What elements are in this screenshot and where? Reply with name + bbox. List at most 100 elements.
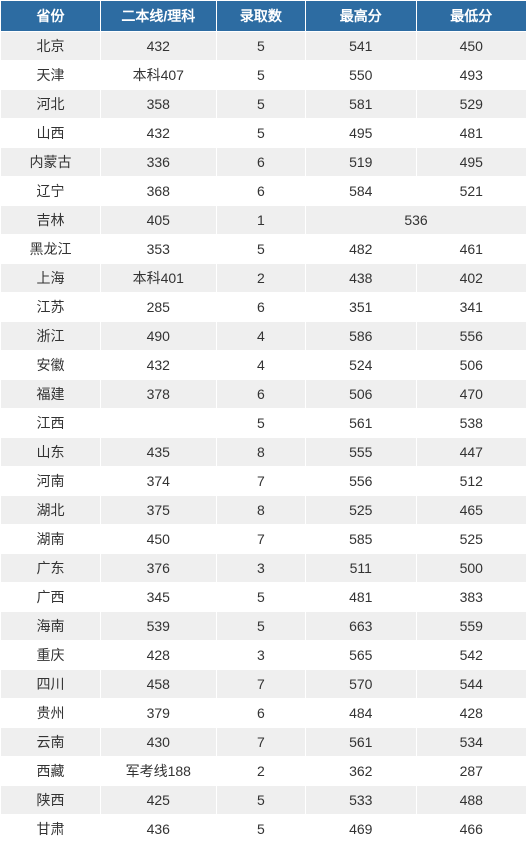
cell-province: 云南: [1, 728, 101, 757]
cell-line: 458: [100, 670, 216, 699]
admission-scores-table: 省份 二本线/理科 录取数 最高分 最低分 北京4325541450天津本科40…: [0, 0, 527, 844]
cell-high: 533: [306, 786, 416, 815]
table-row: 江苏2856351341: [1, 293, 527, 322]
cell-province: 北京: [1, 32, 101, 61]
cell-province: 湖北: [1, 496, 101, 525]
cell-low: 450: [416, 32, 526, 61]
table-row: 云南4307561534: [1, 728, 527, 757]
cell-high: 524: [306, 351, 416, 380]
table-row: 江西5561538: [1, 409, 527, 438]
cell-count: 5: [216, 612, 305, 641]
cell-count: 5: [216, 583, 305, 612]
table-row: 重庆4283565542: [1, 641, 527, 670]
cell-province: 陕西: [1, 786, 101, 815]
header-low: 最低分: [416, 1, 526, 32]
table-row: 黑龙江3535482461: [1, 235, 527, 264]
table-row: 贵州3796484428: [1, 699, 527, 728]
cell-line: 430: [100, 728, 216, 757]
cell-province: 上海: [1, 264, 101, 293]
cell-high: 541: [306, 32, 416, 61]
cell-province: 广西: [1, 583, 101, 612]
cell-province: 内蒙古: [1, 148, 101, 177]
cell-line: 432: [100, 32, 216, 61]
cell-merged-score: 536: [306, 206, 527, 235]
cell-count: 5: [216, 61, 305, 90]
cell-high: 556: [306, 467, 416, 496]
cell-low: 542: [416, 641, 526, 670]
cell-high: 482: [306, 235, 416, 264]
table-row: 河北3585581529: [1, 90, 527, 119]
table-row: 湖南4507585525: [1, 525, 527, 554]
cell-low: 465: [416, 496, 526, 525]
cell-line: 378: [100, 380, 216, 409]
cell-province: 安徽: [1, 351, 101, 380]
cell-line: 435: [100, 438, 216, 467]
cell-province: 天津: [1, 61, 101, 90]
cell-low: 529: [416, 90, 526, 119]
cell-high: 484: [306, 699, 416, 728]
cell-line: 379: [100, 699, 216, 728]
cell-province: 浙江: [1, 322, 101, 351]
cell-line: 376: [100, 554, 216, 583]
cell-count: 5: [216, 815, 305, 844]
table-row: 广东3763511500: [1, 554, 527, 583]
table-row: 辽宁3686584521: [1, 177, 527, 206]
table-row: 甘肃4365469466: [1, 815, 527, 844]
cell-low: 506: [416, 351, 526, 380]
table-row: 浙江4904586556: [1, 322, 527, 351]
cell-line: 436: [100, 815, 216, 844]
cell-count: 5: [216, 90, 305, 119]
cell-high: 438: [306, 264, 416, 293]
cell-province: 江西: [1, 409, 101, 438]
cell-low: 461: [416, 235, 526, 264]
cell-count: 6: [216, 148, 305, 177]
cell-high: 570: [306, 670, 416, 699]
table-row: 海南5395663559: [1, 612, 527, 641]
table-row: 湖北3758525465: [1, 496, 527, 525]
table-row: 安徽4324524506: [1, 351, 527, 380]
cell-high: 555: [306, 438, 416, 467]
cell-province: 四川: [1, 670, 101, 699]
cell-high: 511: [306, 554, 416, 583]
table-row: 山东4358555447: [1, 438, 527, 467]
cell-province: 辽宁: [1, 177, 101, 206]
cell-line: 374: [100, 467, 216, 496]
cell-count: 4: [216, 351, 305, 380]
table-row: 天津本科4075550493: [1, 61, 527, 90]
cell-low: 383: [416, 583, 526, 612]
cell-line: 450: [100, 525, 216, 554]
cell-province: 江苏: [1, 293, 101, 322]
cell-count: 7: [216, 525, 305, 554]
cell-count: 8: [216, 496, 305, 525]
cell-high: 581: [306, 90, 416, 119]
cell-count: 6: [216, 380, 305, 409]
cell-high: 469: [306, 815, 416, 844]
cell-high: 481: [306, 583, 416, 612]
cell-line: 405: [100, 206, 216, 235]
cell-province: 贵州: [1, 699, 101, 728]
cell-high: 362: [306, 757, 416, 786]
cell-high: 586: [306, 322, 416, 351]
cell-low: 495: [416, 148, 526, 177]
cell-province: 山西: [1, 119, 101, 148]
cell-province: 河北: [1, 90, 101, 119]
cell-line: 375: [100, 496, 216, 525]
table-row: 吉林4051536: [1, 206, 527, 235]
cell-count: 6: [216, 177, 305, 206]
cell-province: 西藏: [1, 757, 101, 786]
cell-count: 7: [216, 728, 305, 757]
cell-low: 534: [416, 728, 526, 757]
cell-low: 559: [416, 612, 526, 641]
cell-line: 358: [100, 90, 216, 119]
cell-low: 512: [416, 467, 526, 496]
header-province: 省份: [1, 1, 101, 32]
cell-line: 336: [100, 148, 216, 177]
cell-count: 7: [216, 467, 305, 496]
cell-high: 506: [306, 380, 416, 409]
table-row: 北京4325541450: [1, 32, 527, 61]
cell-province: 重庆: [1, 641, 101, 670]
cell-line: 345: [100, 583, 216, 612]
table-row: 上海本科4012438402: [1, 264, 527, 293]
cell-count: 7: [216, 670, 305, 699]
cell-line: 本科407: [100, 61, 216, 90]
